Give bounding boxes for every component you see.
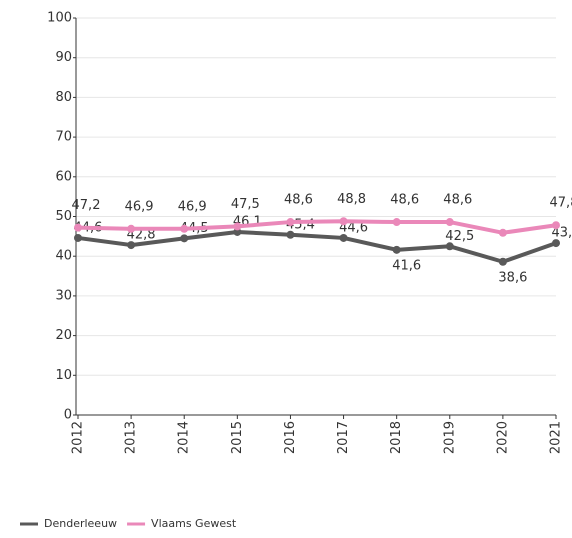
x-tick-label: 2016 bbox=[283, 421, 298, 454]
x-tick-label: 2014 bbox=[177, 421, 192, 454]
point bbox=[339, 217, 348, 226]
x-tick-label: 2020 bbox=[495, 421, 510, 454]
x-tick-label: 2013 bbox=[124, 421, 139, 454]
point bbox=[286, 230, 295, 239]
legend: Denderleeuw Vlaams Gewest bbox=[20, 517, 237, 530]
data-label: 44,6 bbox=[339, 220, 368, 235]
y-tick-label: 90 bbox=[55, 50, 72, 65]
series-line bbox=[77, 229, 557, 264]
point bbox=[180, 224, 189, 233]
x-tick-label: 2021 bbox=[549, 421, 564, 454]
data-label: 38,6 bbox=[498, 270, 527, 285]
data-label: 48,6 bbox=[390, 193, 419, 208]
y-tick-label: 0 bbox=[64, 408, 72, 423]
point bbox=[445, 218, 454, 227]
data-label: 48,8 bbox=[337, 192, 366, 207]
series-line bbox=[77, 219, 557, 235]
x-tick-label: 2012 bbox=[71, 421, 86, 454]
x-tick-label: 2015 bbox=[230, 421, 245, 454]
y-tick-label: 60 bbox=[55, 169, 72, 184]
point bbox=[498, 228, 507, 237]
point bbox=[127, 241, 136, 250]
point bbox=[286, 218, 295, 227]
point bbox=[445, 242, 454, 251]
legend-label: Vlaams Gewest bbox=[151, 517, 237, 530]
point bbox=[392, 245, 401, 254]
point bbox=[392, 218, 401, 227]
y-tick-label: 30 bbox=[55, 288, 72, 303]
data-label: 46,9 bbox=[125, 199, 154, 214]
point bbox=[552, 221, 560, 230]
point bbox=[552, 239, 560, 248]
x-tick-label: 2018 bbox=[389, 421, 404, 454]
data-label: 42,5 bbox=[445, 229, 474, 244]
point bbox=[233, 222, 242, 231]
y-tick-label: 50 bbox=[55, 209, 72, 224]
y-tick-label: 40 bbox=[55, 249, 72, 264]
x-tick-label: 2017 bbox=[336, 421, 351, 454]
point bbox=[127, 224, 136, 233]
y-tick-label: 20 bbox=[55, 328, 72, 343]
data-label: 47,5 bbox=[231, 197, 260, 212]
y-tick-label: 70 bbox=[55, 130, 72, 145]
legend-label: Denderleeuw bbox=[44, 517, 117, 530]
point bbox=[498, 257, 507, 266]
y-tick-label: 80 bbox=[55, 90, 72, 105]
point bbox=[74, 223, 82, 232]
point bbox=[180, 234, 189, 243]
data-label: 41,6 bbox=[392, 258, 421, 273]
point bbox=[74, 233, 82, 242]
point bbox=[233, 227, 242, 236]
data-label: 46,9 bbox=[178, 199, 207, 214]
data-label: 48,6 bbox=[284, 193, 313, 208]
data-label: 47,8 bbox=[550, 196, 572, 211]
point bbox=[339, 233, 348, 242]
y-tick-label: 100 bbox=[47, 11, 72, 26]
x-tick-label: 2019 bbox=[442, 421, 457, 454]
data-label: 47,2 bbox=[72, 198, 101, 213]
data-label: 43,3 bbox=[552, 226, 572, 241]
data-label: 48,6 bbox=[443, 193, 472, 208]
y-tick-label: 10 bbox=[55, 368, 72, 383]
